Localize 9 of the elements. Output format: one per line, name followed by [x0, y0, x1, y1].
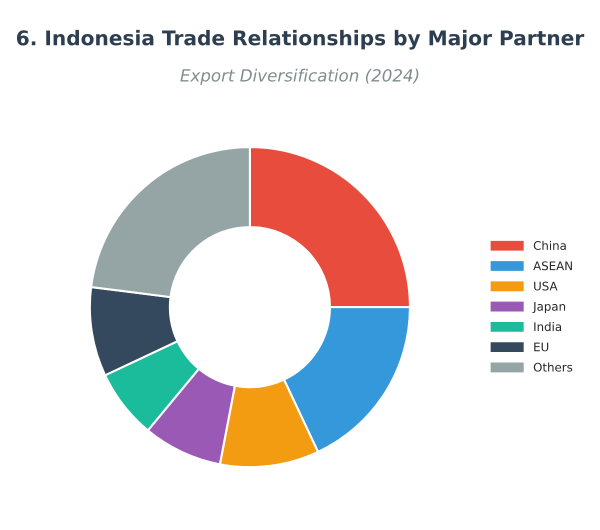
- legend-label: India: [534, 322, 562, 332]
- legend-label: Japan: [532, 302, 566, 314]
- chart-title: 6. Indonesia Trade Relationships by Major Partner: [16, 30, 584, 50]
- legend-label: EU: [534, 342, 548, 352]
- legend-label: ASEAN: [533, 261, 572, 270]
- legend-label: USA: [534, 282, 558, 291]
- legend-label: China: [534, 240, 566, 250]
- chart-subtitle: Export Diversification (2024): [180, 68, 418, 85]
- legend-label: Others: [534, 362, 572, 372]
